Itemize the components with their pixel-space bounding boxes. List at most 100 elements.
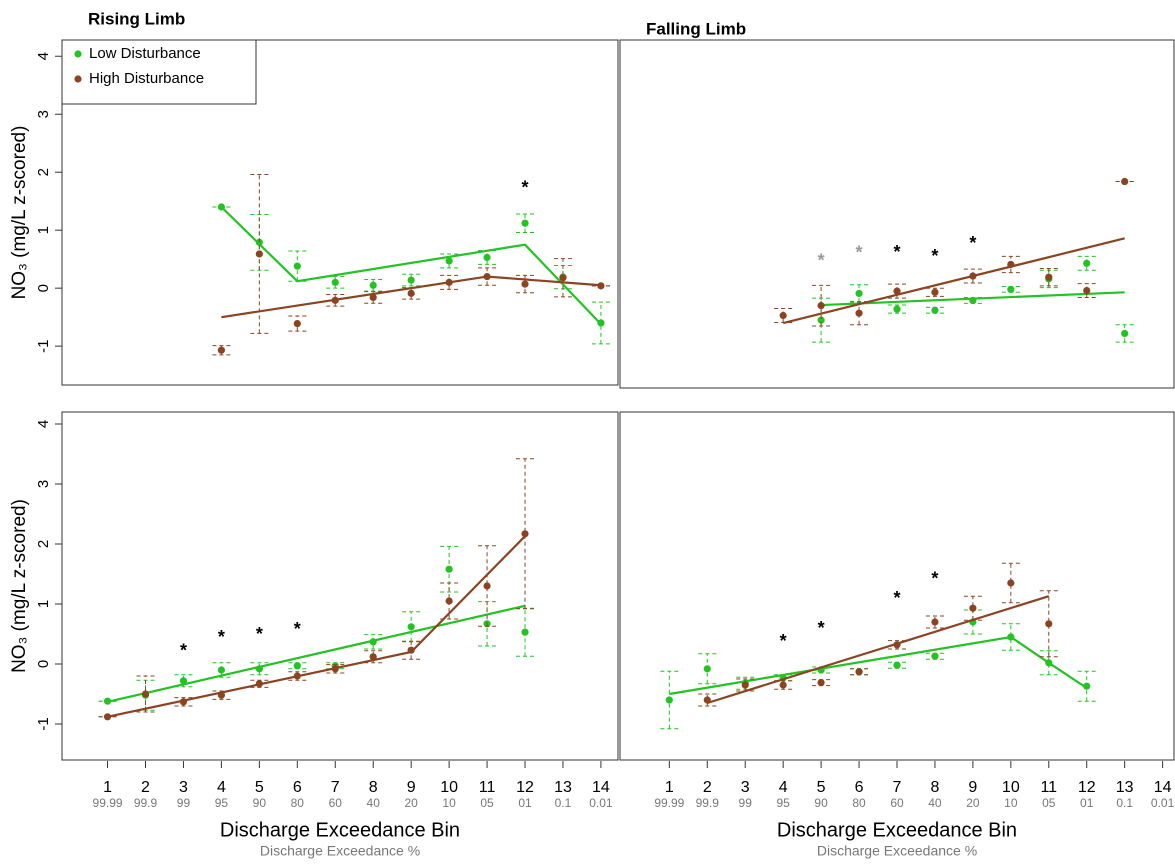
- x-tick-label: 6: [855, 779, 864, 796]
- data-point: [703, 696, 711, 704]
- x-tick-sublabel: 60: [890, 796, 904, 810]
- data-point: [255, 665, 263, 673]
- data-point: [893, 287, 901, 295]
- x-tick-sublabel: 05: [480, 796, 494, 810]
- data-point: [779, 311, 787, 320]
- data-point: [931, 288, 939, 296]
- x-tick-label: 3: [741, 779, 750, 796]
- y-tick-label: 3: [35, 110, 52, 118]
- fit-line: [669, 635, 1088, 696]
- panel-frame: [61, 411, 619, 761]
- x-tick-label: 13: [1116, 779, 1134, 796]
- x-tick-sublabel: 80: [852, 796, 866, 810]
- significance-marker: *: [522, 178, 529, 198]
- fit-line: [782, 237, 1125, 325]
- panel-frame: [619, 39, 1175, 389]
- panel-frame: [61, 39, 619, 386]
- data-point: [779, 681, 787, 689]
- fit-line: [107, 535, 526, 718]
- x-tick-label: 4: [779, 779, 788, 796]
- significance-marker: *: [818, 618, 825, 638]
- data-point: [665, 696, 673, 704]
- data-point: [521, 530, 529, 538]
- data-point: [969, 272, 977, 280]
- x-tick-label: 10: [440, 779, 458, 796]
- data-point: [331, 665, 339, 673]
- y-tick-label: 4: [35, 420, 52, 428]
- significance-marker: *: [931, 246, 938, 266]
- x-axis-sublabel: Discharge Exceedance %: [260, 843, 420, 859]
- data-point: [1121, 177, 1129, 186]
- significance-marker: *: [893, 242, 900, 262]
- fit-line: [706, 595, 1050, 705]
- data-point: [893, 641, 901, 649]
- y-tick-label: 3: [35, 480, 52, 488]
- data-point: [1007, 579, 1015, 587]
- data-point: [817, 302, 825, 310]
- panel-title: Falling Limb: [646, 19, 746, 38]
- data-point: [559, 274, 567, 282]
- x-tick-sublabel: 99: [739, 796, 753, 810]
- data-point: [103, 697, 112, 705]
- x-axis-label: Discharge Exceedance Bin: [777, 819, 1017, 841]
- data-point: [1045, 273, 1053, 281]
- x-tick-sublabel: 80: [291, 796, 305, 810]
- data-point: [703, 665, 711, 673]
- data-point: [217, 666, 225, 674]
- data-point: [369, 293, 377, 302]
- data-point: [521, 628, 529, 636]
- significance-marker: *: [218, 627, 225, 647]
- x-tick-label: 7: [331, 779, 340, 796]
- x-tick-label: 1: [665, 779, 674, 796]
- x-tick-sublabel: 0.01: [589, 796, 613, 810]
- significance-marker: *: [818, 250, 825, 270]
- data-point: [407, 276, 415, 284]
- x-tick-sublabel: 01: [518, 796, 532, 810]
- y-tick-label: 4: [35, 52, 52, 60]
- data-point: [445, 257, 453, 265]
- data-point: [217, 203, 225, 211]
- data-point: [1121, 329, 1129, 338]
- x-tick-label: 11: [479, 779, 496, 796]
- x-tick-sublabel: 40: [367, 796, 381, 810]
- y-tick-label: 2: [35, 168, 52, 176]
- fit-line: [107, 604, 526, 703]
- significance-marker: *: [294, 619, 301, 639]
- data-point: [1083, 682, 1091, 690]
- significance-marker: *: [893, 588, 900, 608]
- x-tick-label: 14: [592, 779, 610, 796]
- legend-marker: [74, 50, 82, 58]
- data-point: [331, 296, 339, 304]
- data-point: [855, 668, 863, 676]
- data-point: [1083, 259, 1091, 267]
- data-point: [1045, 659, 1053, 667]
- data-point: [855, 309, 863, 317]
- y-tick-label: 1: [35, 600, 52, 608]
- data-point: [293, 672, 301, 680]
- data-point: [255, 680, 263, 688]
- data-point: [817, 679, 825, 687]
- x-tick-label: 2: [703, 779, 712, 796]
- data-point: [521, 219, 529, 227]
- data-point: [817, 316, 825, 324]
- data-point: [293, 662, 301, 670]
- data-point: [931, 652, 939, 660]
- x-tick-sublabel: 99: [177, 796, 191, 810]
- x-tick-sublabel: 95: [215, 796, 229, 810]
- data-point: [445, 278, 453, 286]
- significance-marker: *: [256, 624, 263, 644]
- y-tick-label: -1: [35, 717, 52, 730]
- x-tick-label: 11: [1040, 779, 1057, 796]
- significance-marker: *: [931, 569, 938, 589]
- data-point: [1007, 633, 1015, 641]
- y-tick-label: 0: [35, 284, 52, 292]
- x-tick-sublabel: 0.01: [1151, 796, 1175, 810]
- x-tick-sublabel: 05: [1042, 796, 1056, 810]
- data-point: [1045, 620, 1053, 628]
- data-point: [931, 618, 939, 626]
- data-point: [255, 250, 263, 258]
- x-tick-sublabel: 95: [776, 796, 790, 810]
- data-point: [217, 346, 225, 354]
- data-point: [331, 278, 339, 286]
- x-tick-sublabel: 01: [1080, 796, 1094, 810]
